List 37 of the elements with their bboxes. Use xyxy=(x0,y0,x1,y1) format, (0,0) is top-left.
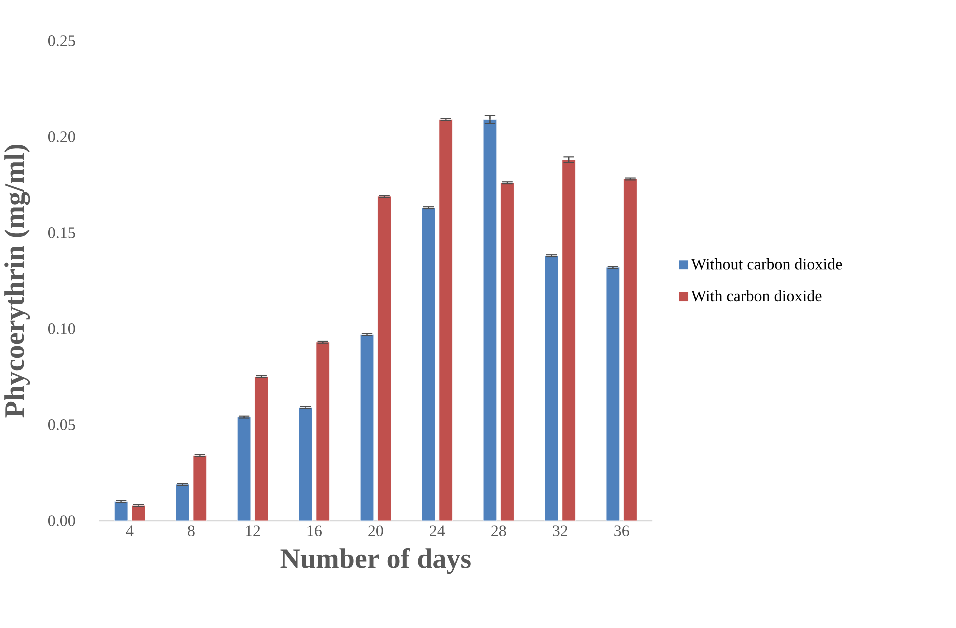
x-tick-label: 28 xyxy=(492,526,506,536)
x-tick-label: 24 xyxy=(430,526,446,536)
y-tick-label: 0.00 xyxy=(48,516,76,526)
x-tick-label: 16 xyxy=(308,526,322,536)
y-tick-label: 0.05 xyxy=(48,420,76,430)
bar xyxy=(378,196,392,522)
bar xyxy=(132,505,146,522)
bar xyxy=(422,208,436,522)
bar xyxy=(562,160,576,522)
x-tick-label: 4 xyxy=(126,526,134,536)
x-tick-label: 36 xyxy=(614,526,630,536)
bar xyxy=(254,376,268,522)
bar xyxy=(316,342,330,522)
bar xyxy=(193,456,208,522)
bar xyxy=(500,182,514,522)
bar xyxy=(298,408,313,522)
x-axis-title: Number of days xyxy=(280,548,471,574)
bar xyxy=(544,256,559,522)
bar xyxy=(237,417,252,522)
bar xyxy=(439,120,453,522)
x-tick-label: 20 xyxy=(368,526,384,536)
bar xyxy=(483,120,498,522)
legend-label: Without carbon dioxide xyxy=(691,258,842,270)
x-tick-label: 8 xyxy=(188,526,195,536)
x-tick-label: 32 xyxy=(553,526,568,536)
x-tick-label: 12 xyxy=(246,526,260,536)
y-tick-label: 0.20 xyxy=(48,132,76,142)
y-tick-label: 0.15 xyxy=(48,228,76,238)
bar xyxy=(114,502,128,522)
bar xyxy=(360,334,374,522)
y-axis-title: Phycoerythrin (mg/ml) xyxy=(4,144,30,418)
legend-label: With carbon dioxide xyxy=(691,290,822,302)
y-tick-label: 0.25 xyxy=(48,36,76,46)
y-tick-label: 0.10 xyxy=(48,324,76,334)
bar xyxy=(176,484,190,522)
bar xyxy=(624,179,638,522)
bar xyxy=(606,267,620,522)
